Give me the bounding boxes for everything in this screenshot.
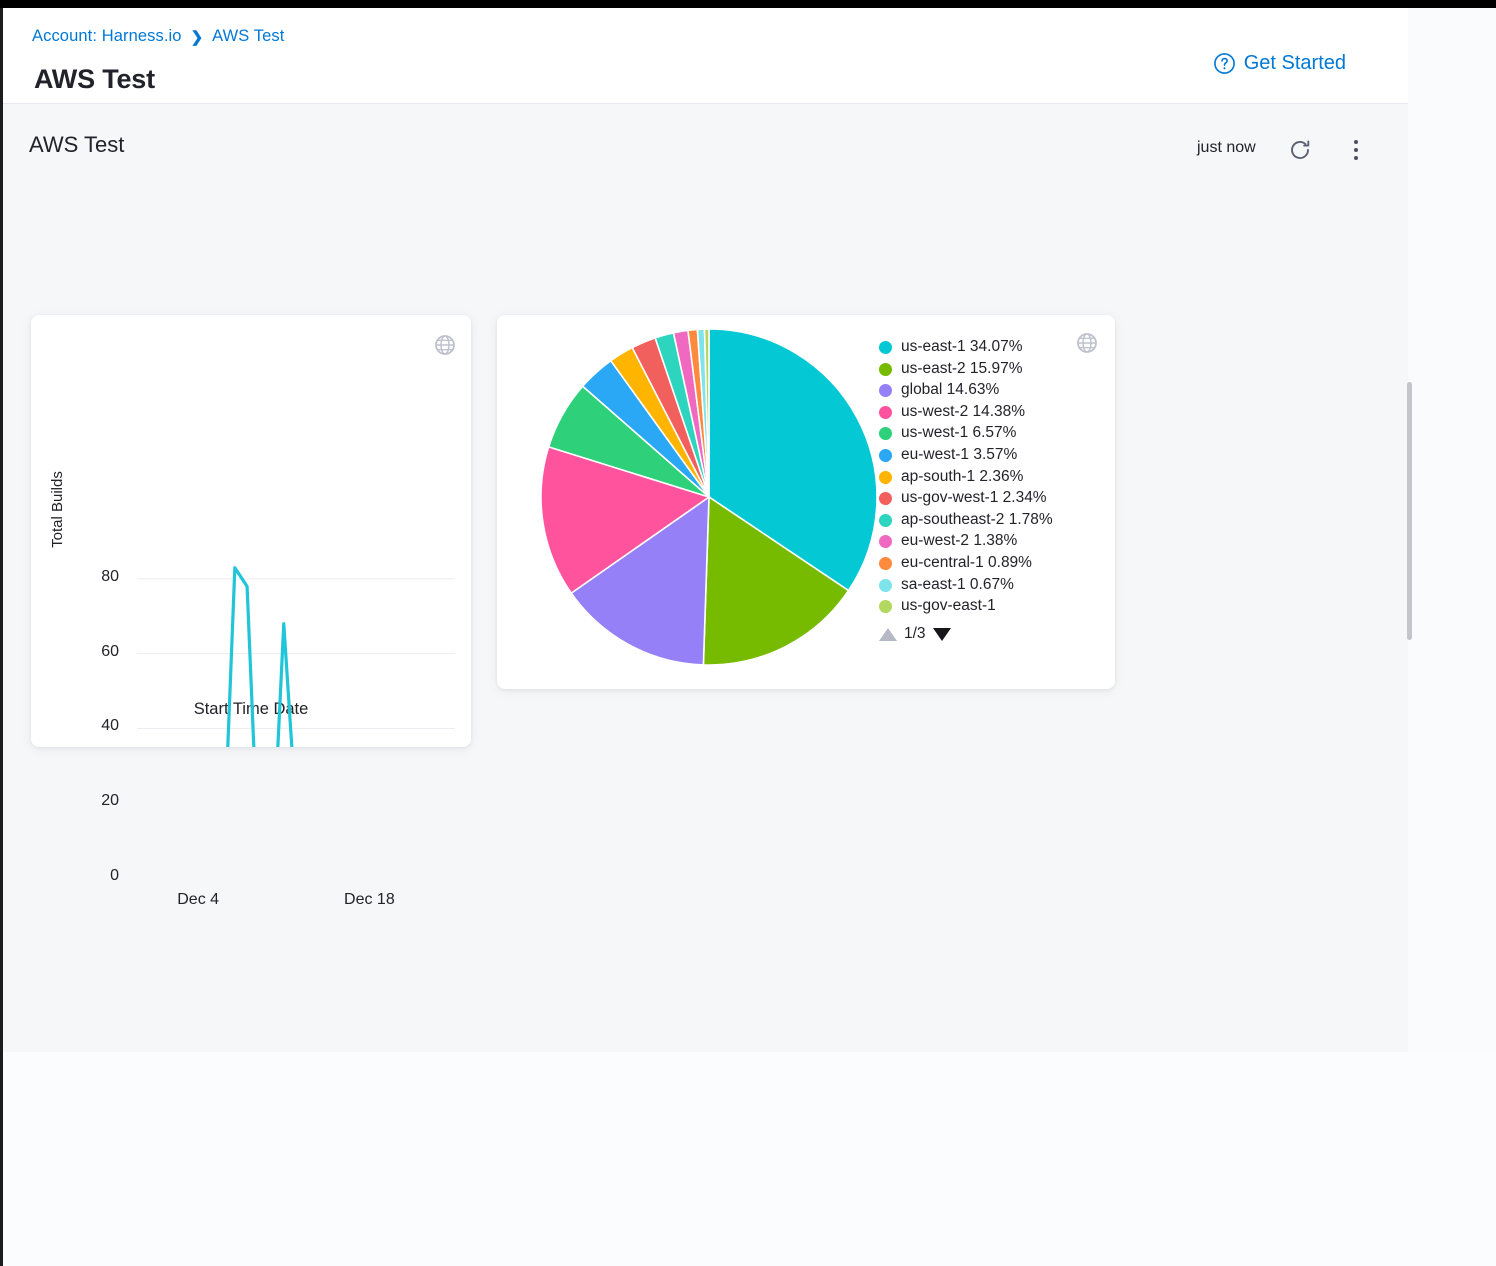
panel-scrollbar[interactable]	[1407, 382, 1412, 640]
page-header: Account: Harness.io ❯ AWS Test AWS Test …	[3, 8, 1408, 104]
globe-icon[interactable]	[1075, 331, 1099, 355]
legend-color-swatch	[879, 384, 892, 398]
legend-color-swatch	[879, 600, 892, 614]
dashboard-title: AWS Test	[29, 132, 125, 157]
total-builds-chart-card: Total Builds Start Time Date 0 20 40 60 80 D…	[31, 315, 471, 908]
more-options-button[interactable]	[1347, 135, 1365, 165]
legend-item[interactable]: us-west-1 6.57%	[879, 423, 1069, 443]
page-footer-area: AIDA	[3, 1052, 1496, 1266]
get-started-label: Get Started	[1243, 52, 1346, 74]
page-title: AWS Test	[34, 64, 155, 94]
breadcrumb: Account: Harness.io ❯ AWS Test	[32, 27, 284, 46]
line-chart-y-tick-label: 0	[110, 867, 119, 884]
legend-item[interactable]: us-west-2 14.38%	[879, 402, 1069, 422]
legend-item-label: ap-south-1 2.36%	[901, 467, 1024, 485]
refresh-button[interactable]	[1288, 138, 1312, 162]
legend-pager: 1/3	[879, 625, 951, 643]
pie-slice[interactable]	[540, 445, 711, 595]
question-circle-icon	[1213, 53, 1235, 74]
legend-item-label: ap-southeast-2 1.78%	[901, 510, 1053, 528]
breadcrumb-current-link[interactable]: AWS Test	[212, 27, 285, 45]
legend-item[interactable]: eu-west-2 1.38%	[879, 531, 1069, 551]
line-chart-y-tick-label: 40	[101, 717, 119, 735]
legend-color-swatch	[879, 427, 892, 441]
legend-item[interactable]: us-east-2 15.97%	[879, 359, 1069, 379]
legend-item[interactable]: eu-central-1 0.89%	[879, 553, 1069, 573]
line-chart-y-tick-label: 20	[101, 792, 119, 810]
legend-color-swatch	[879, 405, 892, 419]
legend-item-label: us-east-2 15.97%	[901, 359, 1023, 377]
legend-item-label: us-east-1 34.07%	[901, 338, 1023, 355]
pie-slice[interactable]	[570, 495, 710, 666]
legend-color-swatch	[879, 341, 892, 354]
legend-color-swatch	[879, 470, 892, 484]
legend-color-swatch	[879, 578, 892, 592]
line-chart-y-tick-label: 80	[101, 567, 119, 585]
legend-pager-label: 1/3	[904, 625, 926, 642]
legend-item-label: eu-west-1 3.57%	[901, 445, 1018, 463]
line-chart-plot	[137, 566, 455, 747]
legend-color-swatch	[879, 535, 892, 549]
dashboard-toolbar: AWS Test just now	[3, 104, 1408, 188]
line-chart-x-tick-label: Dec 18	[344, 891, 395, 908]
triangle-up-icon[interactable]	[879, 627, 897, 641]
line-chart-x-tick-label: Dec 4	[177, 891, 220, 908]
kebab-dot	[1354, 148, 1358, 152]
legend-color-swatch	[879, 513, 892, 527]
line-chart-y-tick-label: 60	[101, 642, 119, 660]
window-top-strip	[0, 0, 1496, 8]
region-distribution-chart-card: us-east-1 34.07% us-east-2 15.97% global 1…	[497, 315, 1115, 689]
legend-color-swatch	[879, 492, 892, 506]
pie-chart-legend: us-east-1 34.07% us-east-2 15.97% global 1…	[879, 337, 1069, 618]
pie-slice[interactable]	[702, 495, 850, 666]
legend-item-label: eu-central-1 0.89%	[901, 553, 1032, 571]
legend-item[interactable]: global 14.63%	[879, 380, 1069, 400]
refresh-icon	[1291, 140, 1310, 159]
pie-slice[interactable]	[708, 328, 878, 592]
legend-item-label: global 14.63%	[901, 381, 1000, 399]
line-chart-series	[226, 566, 294, 747]
legend-item-label: us-west-2 14.38%	[901, 402, 1026, 420]
kebab-dot	[1354, 156, 1358, 160]
legend-item[interactable]: ap-south-1 2.36%	[879, 467, 1069, 487]
legend-item-label: us-gov-east-1	[901, 597, 996, 615]
legend-item[interactable]: ap-southeast-2 1.78%	[879, 510, 1069, 530]
legend-item-label: us-gov-west-1 2.34%	[901, 489, 1047, 507]
breadcrumb-account-link[interactable]: Account: Harness.io	[32, 27, 182, 45]
legend-item-label: sa-east-1 0.67%	[901, 575, 1014, 593]
last-updated-label: just now	[1197, 139, 1256, 156]
legend-item[interactable]: us-east-1 34.07%	[879, 337, 1069, 357]
legend-color-swatch	[879, 362, 892, 376]
globe-icon[interactable]	[433, 333, 457, 357]
legend-item-label: us-west-1 6.57%	[901, 424, 1017, 442]
get-started-button[interactable]: Get Started	[1213, 52, 1346, 75]
legend-item[interactable]: sa-east-1 0.67%	[879, 575, 1069, 595]
legend-color-swatch	[879, 448, 892, 462]
chevron-right-icon: ❯	[190, 28, 204, 46]
pie-chart-plot	[540, 328, 878, 666]
triangle-down-icon[interactable]	[932, 627, 951, 641]
legend-item[interactable]: eu-west-1 3.57%	[879, 445, 1069, 465]
dashboard-panel: AWS Test just now	[3, 104, 1412, 1052]
legend-item-label: eu-west-2 1.38%	[901, 532, 1018, 550]
legend-item[interactable]: us-gov-east-1	[879, 596, 1069, 616]
kebab-dot	[1354, 140, 1358, 144]
window-left-edge	[0, 8, 3, 1266]
pie-slice[interactable]	[703, 328, 710, 498]
legend-item[interactable]: us-gov-west-1 2.34%	[879, 488, 1069, 508]
legend-color-swatch	[879, 556, 892, 570]
